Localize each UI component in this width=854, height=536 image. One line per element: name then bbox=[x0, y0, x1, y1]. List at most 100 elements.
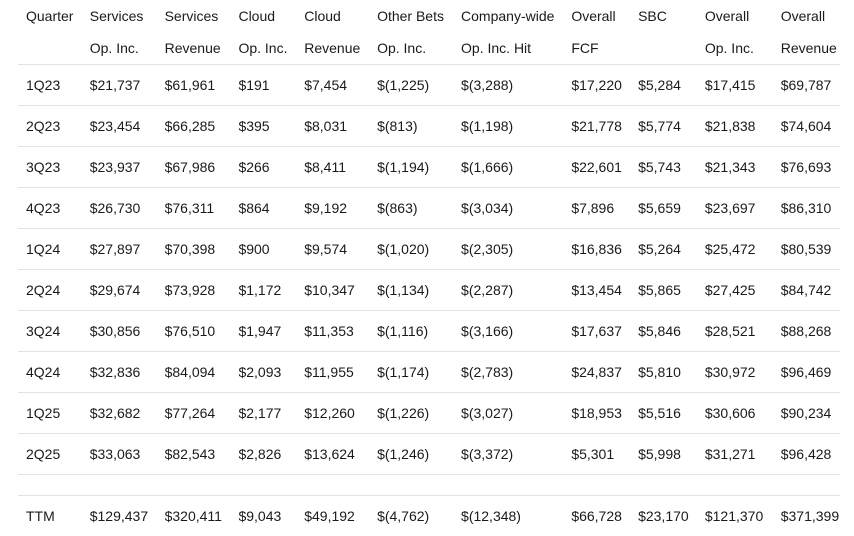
spacer-cell bbox=[82, 475, 157, 496]
spacer-cell bbox=[369, 475, 453, 496]
value-cell: $(1,198) bbox=[453, 106, 563, 147]
value-cell: $22,601 bbox=[563, 147, 630, 188]
value-cell: $5,301 bbox=[563, 434, 630, 475]
value-cell: $31,271 bbox=[697, 434, 773, 475]
value-cell: $(3,372) bbox=[453, 434, 563, 475]
quarter-cell: 1Q23 bbox=[18, 65, 82, 106]
value-cell: $32,836 bbox=[82, 352, 157, 393]
value-cell: $(2,783) bbox=[453, 352, 563, 393]
value-cell: $84,742 bbox=[773, 270, 840, 311]
value-cell: $(1,134) bbox=[369, 270, 453, 311]
value-cell: $76,510 bbox=[157, 311, 231, 352]
spacer-cell bbox=[453, 475, 563, 496]
value-cell: $864 bbox=[230, 188, 296, 229]
value-cell: $1,172 bbox=[230, 270, 296, 311]
value-cell: $(2,305) bbox=[453, 229, 563, 270]
column-header-line2: Op. Inc. bbox=[377, 32, 453, 64]
value-cell: $(1,174) bbox=[369, 352, 453, 393]
value-cell: $77,264 bbox=[157, 393, 231, 434]
value-cell: $23,937 bbox=[82, 147, 157, 188]
value-cell: $8,411 bbox=[296, 147, 369, 188]
value-cell: $(1,225) bbox=[369, 65, 453, 106]
quarter-cell: 2Q24 bbox=[18, 270, 82, 311]
table-row: 2Q23$23,454$66,285$395$8,031$(813)$(1,19… bbox=[18, 106, 840, 147]
table-row: 2Q24$29,674$73,928$1,172$10,347$(1,134)$… bbox=[18, 270, 840, 311]
total-value-cell: $320,411 bbox=[157, 496, 231, 536]
table-body: 1Q23$21,737$61,961$191$7,454$(1,225)$(3,… bbox=[18, 65, 840, 536]
value-cell: $23,697 bbox=[697, 188, 773, 229]
value-cell: $67,986 bbox=[157, 147, 231, 188]
value-cell: $10,347 bbox=[296, 270, 369, 311]
value-cell: $(3,166) bbox=[453, 311, 563, 352]
column-header-line2: FCF bbox=[571, 32, 630, 64]
value-cell: $395 bbox=[230, 106, 296, 147]
quarter-cell: 1Q24 bbox=[18, 229, 82, 270]
column-header-line2: Revenue bbox=[304, 32, 369, 64]
value-cell: $21,737 bbox=[82, 65, 157, 106]
value-cell: $21,778 bbox=[563, 106, 630, 147]
value-cell: $70,398 bbox=[157, 229, 231, 270]
table-row: 3Q24$30,856$76,510$1,947$11,353$(1,116)$… bbox=[18, 311, 840, 352]
total-value-cell: $66,728 bbox=[563, 496, 630, 536]
value-cell: $2,093 bbox=[230, 352, 296, 393]
column-header-line2 bbox=[638, 32, 697, 64]
value-cell: $(1,020) bbox=[369, 229, 453, 270]
value-cell: $13,624 bbox=[296, 434, 369, 475]
total-value-cell: $(12,348) bbox=[453, 496, 563, 536]
value-cell: $2,826 bbox=[230, 434, 296, 475]
spacer-cell bbox=[296, 475, 369, 496]
value-cell: $32,682 bbox=[82, 393, 157, 434]
value-cell: $33,063 bbox=[82, 434, 157, 475]
value-cell: $30,856 bbox=[82, 311, 157, 352]
table-row: 3Q23$23,937$67,986$266$8,411$(1,194)$(1,… bbox=[18, 147, 840, 188]
spacer-cell bbox=[773, 475, 840, 496]
value-cell: $7,896 bbox=[563, 188, 630, 229]
table-row: 1Q23$21,737$61,961$191$7,454$(1,225)$(3,… bbox=[18, 65, 840, 106]
total-value-cell: $121,370 bbox=[697, 496, 773, 536]
quarter-cell: 3Q23 bbox=[18, 147, 82, 188]
total-value-cell: $(4,762) bbox=[369, 496, 453, 536]
column-header-line1: Overall bbox=[781, 0, 840, 32]
spacer-cell bbox=[18, 475, 82, 496]
value-cell: $5,284 bbox=[630, 65, 697, 106]
column-header-line1: Cloud bbox=[238, 0, 296, 32]
column-header-line1: SBC bbox=[638, 0, 697, 32]
quarter-cell: 1Q25 bbox=[18, 393, 82, 434]
value-cell: $5,774 bbox=[630, 106, 697, 147]
value-cell: $24,837 bbox=[563, 352, 630, 393]
value-cell: $5,810 bbox=[630, 352, 697, 393]
value-cell: $76,311 bbox=[157, 188, 231, 229]
quarter-cell: 2Q25 bbox=[18, 434, 82, 475]
quarter-cell: 2Q23 bbox=[18, 106, 82, 147]
value-cell: $(2,287) bbox=[453, 270, 563, 311]
quarter-cell: 3Q24 bbox=[18, 311, 82, 352]
value-cell: $16,836 bbox=[563, 229, 630, 270]
spacer-cell bbox=[563, 475, 630, 496]
table-row: 1Q25$32,682$77,264$2,177$12,260$(1,226)$… bbox=[18, 393, 840, 434]
value-cell: $7,454 bbox=[296, 65, 369, 106]
value-cell: $(3,288) bbox=[453, 65, 563, 106]
value-cell: $5,659 bbox=[630, 188, 697, 229]
value-cell: $84,094 bbox=[157, 352, 231, 393]
spacer-cell bbox=[157, 475, 231, 496]
total-label-cell: TTM bbox=[18, 496, 82, 536]
value-cell: $28,521 bbox=[697, 311, 773, 352]
value-cell: $30,972 bbox=[697, 352, 773, 393]
table-row: 4Q23$26,730$76,311$864$9,192$(863)$(3,03… bbox=[18, 188, 840, 229]
value-cell: $900 bbox=[230, 229, 296, 270]
total-value-cell: $371,399 bbox=[773, 496, 840, 536]
column-header: SBC bbox=[630, 0, 697, 65]
table-row: 1Q24$27,897$70,398$900$9,574$(1,020)$(2,… bbox=[18, 229, 840, 270]
spacer-cell bbox=[697, 475, 773, 496]
quarter-cell: 4Q24 bbox=[18, 352, 82, 393]
